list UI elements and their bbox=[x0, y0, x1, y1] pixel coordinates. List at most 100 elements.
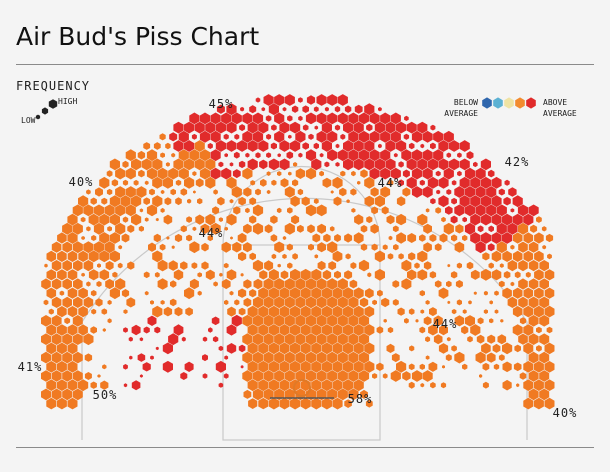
shot-hex bbox=[287, 262, 293, 269]
shot-hex bbox=[259, 270, 268, 280]
shot-hex bbox=[305, 278, 317, 290]
shot-hex bbox=[210, 149, 221, 162]
shot-hex bbox=[230, 236, 233, 240]
shot-hex bbox=[311, 158, 322, 171]
shot-hex bbox=[223, 262, 229, 269]
shot-hex bbox=[175, 197, 182, 206]
shot-hex bbox=[231, 314, 242, 327]
shot-hex bbox=[519, 317, 527, 325]
shot-hex bbox=[290, 305, 301, 318]
shot-hex bbox=[46, 379, 57, 391]
shot-hex bbox=[115, 167, 126, 180]
shot-hex bbox=[539, 278, 549, 290]
shot-hex bbox=[477, 225, 484, 233]
shot-hex bbox=[332, 250, 343, 262]
shot-hex bbox=[447, 264, 451, 268]
shot-hex bbox=[396, 121, 407, 134]
shot-hex bbox=[381, 206, 389, 215]
shot-hex bbox=[173, 269, 184, 281]
shot-hex bbox=[398, 253, 404, 260]
shot-hex bbox=[390, 370, 401, 382]
shot-hex bbox=[109, 213, 120, 226]
shot-hex bbox=[78, 287, 88, 299]
shot-hex bbox=[327, 130, 338, 143]
shot-hex bbox=[343, 158, 354, 171]
shot-hex bbox=[93, 241, 105, 254]
shot-hex bbox=[523, 305, 534, 318]
shot-hex bbox=[396, 196, 406, 207]
shot-hex bbox=[271, 253, 277, 260]
shot-hex bbox=[139, 208, 144, 213]
shot-hex bbox=[488, 262, 494, 269]
shot-hex bbox=[434, 280, 442, 288]
shot-hex bbox=[387, 179, 394, 187]
shot-hex bbox=[332, 397, 343, 410]
shot-hex bbox=[293, 162, 298, 167]
shot-hex bbox=[242, 370, 253, 382]
shot-hex bbox=[518, 241, 528, 253]
shot-hex bbox=[475, 204, 486, 217]
shot-hex bbox=[374, 195, 385, 208]
shot-hex bbox=[503, 271, 511, 279]
shot-hex bbox=[57, 306, 67, 318]
shot-hex bbox=[72, 351, 83, 364]
shot-hex bbox=[226, 324, 237, 336]
shot-hex bbox=[493, 363, 500, 370]
shot-hex bbox=[420, 143, 425, 149]
shot-hex bbox=[162, 176, 173, 189]
shot-hex bbox=[439, 324, 448, 336]
shot-hex bbox=[46, 324, 57, 336]
shot-hex bbox=[348, 130, 359, 143]
shot-hex bbox=[249, 105, 257, 114]
shot-hex bbox=[81, 272, 85, 277]
shot-hex bbox=[357, 180, 361, 185]
shot-hex bbox=[396, 140, 407, 152]
shot-hex bbox=[391, 353, 400, 363]
shot-hex bbox=[274, 370, 285, 382]
shot-hex bbox=[496, 241, 507, 254]
shot-hex bbox=[247, 379, 258, 392]
shot-hex bbox=[298, 97, 303, 103]
shot-hex bbox=[57, 269, 67, 281]
shot-hex bbox=[171, 152, 176, 158]
shot-hex bbox=[456, 299, 462, 306]
shot-hex bbox=[208, 327, 213, 333]
shot-hex bbox=[279, 360, 290, 373]
shot-hex bbox=[284, 370, 295, 382]
shot-hex bbox=[332, 324, 343, 336]
shot-hex bbox=[369, 149, 380, 162]
shot-hex bbox=[152, 176, 163, 189]
shot-hex bbox=[295, 370, 306, 382]
shot-hex bbox=[417, 158, 428, 171]
shot-hex bbox=[86, 189, 91, 195]
shot-hex bbox=[305, 167, 317, 180]
shot-hex bbox=[185, 307, 193, 316]
shot-hex bbox=[56, 324, 67, 336]
shot-hex bbox=[266, 152, 272, 158]
shot-hex bbox=[482, 362, 490, 371]
shot-hex bbox=[41, 370, 51, 382]
shot-hex bbox=[99, 269, 110, 281]
shot-hex bbox=[380, 149, 391, 162]
shot-hex bbox=[62, 260, 72, 272]
shot-hex bbox=[51, 370, 62, 382]
shot-hex bbox=[512, 232, 523, 244]
shot-hex bbox=[276, 207, 282, 214]
shot-hex bbox=[247, 360, 258, 373]
shot-hex bbox=[305, 333, 317, 346]
shot-hex bbox=[284, 296, 295, 309]
shot-hex bbox=[512, 324, 523, 336]
shot-hex bbox=[429, 307, 437, 317]
shot-hex bbox=[133, 179, 139, 186]
shot-hex bbox=[324, 106, 329, 112]
shot-hex bbox=[306, 95, 316, 105]
shot-hex bbox=[353, 342, 364, 355]
shot-hex bbox=[229, 162, 234, 167]
frequency-hex-0 bbox=[35, 114, 41, 120]
shot-hex bbox=[393, 244, 399, 251]
shot-hex bbox=[487, 334, 496, 344]
shot-hex bbox=[237, 140, 248, 152]
shot-hex bbox=[419, 326, 426, 334]
shot-hex bbox=[408, 381, 415, 389]
shot-hex bbox=[482, 252, 490, 261]
